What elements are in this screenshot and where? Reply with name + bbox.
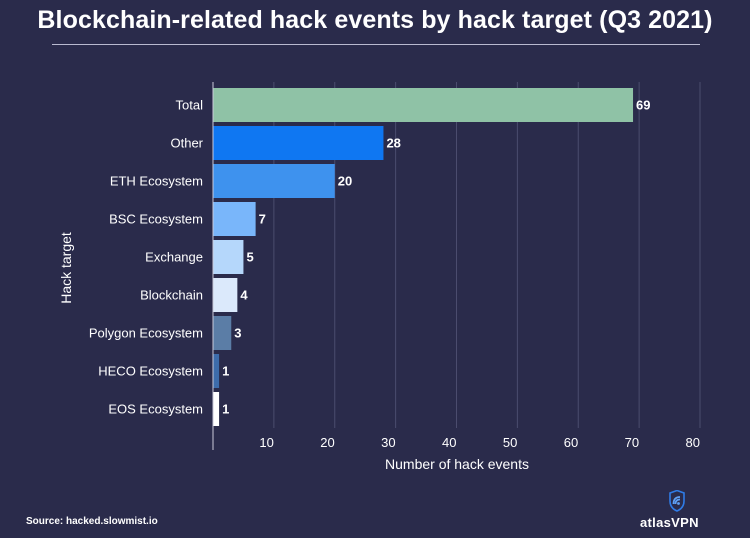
x-tick-label: 60 — [564, 435, 578, 450]
category-label: Other — [170, 136, 203, 151]
bar — [213, 88, 634, 122]
x-tick-label: 50 — [503, 435, 517, 450]
bar — [213, 126, 384, 160]
bar — [213, 392, 220, 426]
category-label: Polygon Ecosystem — [89, 326, 203, 341]
x-tick-labels: 10 20 30 40 50 60 70 80 — [259, 435, 700, 450]
bar — [213, 240, 244, 274]
value-labels: 69 28 20 7 5 4 3 1 1 — [222, 98, 650, 417]
category-label: BSC Ecosystem — [109, 212, 203, 227]
bar — [213, 164, 335, 198]
data-label: 1 — [222, 402, 229, 417]
data-label: 4 — [240, 288, 248, 303]
brand-name: atlasVPN — [640, 515, 699, 530]
data-label: 7 — [259, 212, 266, 227]
data-label: 1 — [222, 364, 229, 379]
x-tick-label: 80 — [686, 435, 700, 450]
bar — [213, 278, 238, 312]
x-tick-label: 10 — [259, 435, 273, 450]
data-label: 28 — [386, 136, 400, 151]
title-divider — [52, 44, 700, 45]
x-tick-label: 40 — [442, 435, 456, 450]
category-labels: Total Other ETH Ecosystem BSC Ecosystem Exch… — [89, 98, 204, 417]
category-label: ETH Ecosystem — [110, 174, 203, 189]
bars — [213, 88, 634, 426]
category-label: Blockchain — [140, 288, 203, 303]
brand-logo: atlasVPN — [640, 490, 720, 530]
bar — [213, 354, 220, 388]
category-label: Total — [176, 98, 204, 113]
bar — [213, 202, 256, 236]
source-note: Source: hacked.slowmist.io — [26, 516, 158, 527]
bar — [213, 316, 232, 350]
data-label: 20 — [338, 174, 352, 189]
chart-title: Blockchain-related hack events by hack t… — [37, 6, 713, 34]
signal-shield-icon — [669, 490, 685, 512]
x-tick-label: 30 — [381, 435, 395, 450]
category-label: EOS Ecosystem — [108, 402, 203, 417]
category-label: HECO Ecosystem — [98, 364, 203, 379]
category-label: Exchange — [145, 250, 203, 265]
y-axis-label: Hack target — [58, 232, 74, 304]
data-label: 3 — [234, 326, 241, 341]
x-axis-label: Number of hack events — [385, 456, 529, 472]
data-label: 69 — [636, 98, 650, 113]
x-tick-label: 20 — [320, 435, 334, 450]
x-tick-label: 70 — [625, 435, 639, 450]
data-label: 5 — [246, 250, 253, 265]
